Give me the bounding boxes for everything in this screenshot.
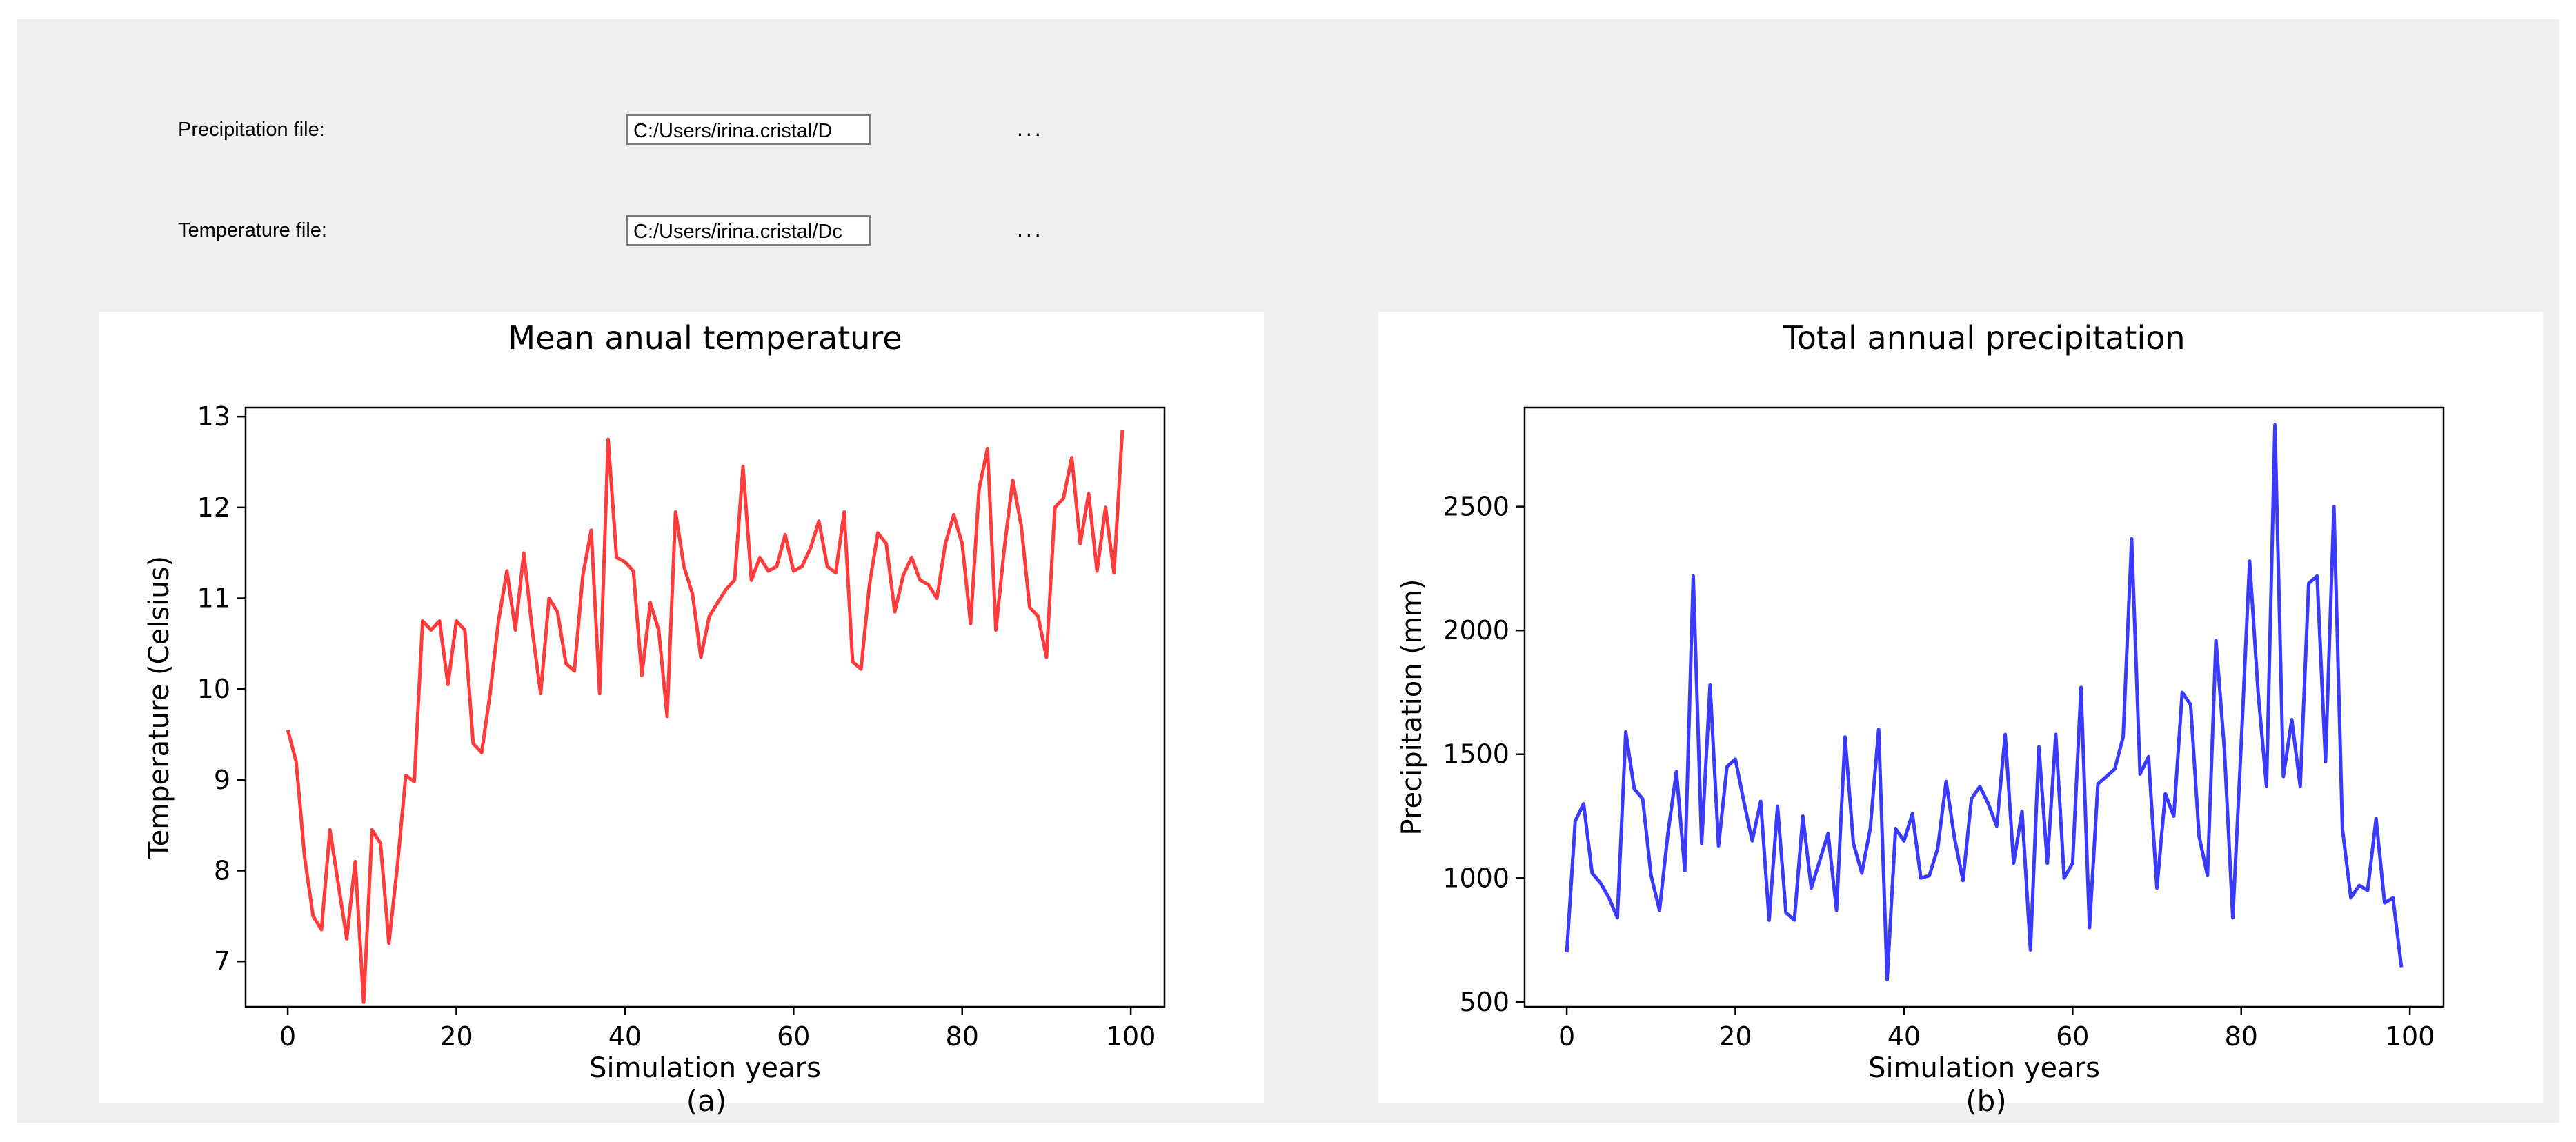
y-axis-label: Precipitation (mm) (1396, 579, 1428, 836)
plot-frame (244, 406, 1166, 1008)
temperature-plot-panel: Mean anual temperature 0 20 40 60 80 100 7 8 9 10 1… (99, 312, 1264, 1103)
y-tick-label: 2500 (1443, 492, 1509, 522)
y-tick-label: 13 (197, 401, 230, 432)
x-tick-label: 80 (946, 1021, 979, 1052)
y-axis-label: Temperature (Celsius) (143, 556, 175, 859)
y-tick-label: 12 (197, 492, 230, 523)
chart-title: Total annual precipitation (1782, 319, 2185, 357)
temperature-chart: Mean anual temperature 0 20 40 60 80 100 7 8 9 10 1… (143, 319, 1166, 1084)
precipitation-browse-button[interactable]: ... (1017, 116, 1044, 141)
series-line (286, 430, 1124, 1004)
temperature-file-label: Temperature file: (178, 219, 327, 241)
x-axis-label: Simulation years (1868, 1052, 2100, 1084)
y-tick-label: 8 (214, 856, 230, 886)
y-tick-label: 7 (214, 946, 230, 976)
x-tick-label: 60 (777, 1021, 810, 1052)
x-tick-label: 20 (439, 1021, 473, 1052)
y-tick-label: 9 (214, 765, 230, 795)
y-tick-label: 1500 (1443, 739, 1509, 770)
x-tick-label: 60 (2056, 1021, 2089, 1052)
x-tick-label: 100 (2385, 1021, 2435, 1052)
chart-title: Mean anual temperature (508, 319, 902, 357)
y-tick-label: 10 (197, 674, 230, 704)
x-tick-label: 40 (1888, 1021, 1921, 1052)
series-line (1565, 423, 2404, 981)
x-tick-label: 80 (2225, 1021, 2258, 1052)
y-tick-label: 2000 (1443, 615, 1509, 645)
x-tick-label: 40 (608, 1021, 642, 1052)
x-tick-label: 0 (1558, 1021, 1575, 1052)
y-tick-label: 1000 (1443, 863, 1509, 893)
plot-frame (1523, 406, 2445, 1008)
x-tick-label: 20 (1718, 1021, 1752, 1052)
precipitation-plot-panel: Total annual precipitation 0 20 40 60 80 100 50… (1378, 312, 2543, 1103)
x-tick-label: 100 (1106, 1021, 1156, 1052)
caption-a: (a) (686, 1084, 727, 1118)
y-tick-label: 500 (1459, 987, 1509, 1017)
y-tick-label: 11 (197, 583, 230, 614)
caption-b: (b) (1965, 1084, 2007, 1118)
x-axis-label: Simulation years (589, 1052, 821, 1084)
precipitation-chart: Total annual precipitation 0 20 40 60 80 100 50… (1396, 319, 2445, 1084)
precipitation-file-field[interactable]: C:/Users/irina.cristal/D (626, 114, 871, 145)
app-window: Precipitation file: C:/Users/irina.crist… (17, 19, 2559, 1123)
precipitation-file-label: Precipitation file: (178, 119, 325, 141)
temperature-file-field[interactable]: C:/Users/irina.cristal/Dс (626, 215, 871, 246)
x-tick-label: 0 (279, 1021, 296, 1052)
temperature-browse-button[interactable]: ... (1017, 217, 1044, 241)
